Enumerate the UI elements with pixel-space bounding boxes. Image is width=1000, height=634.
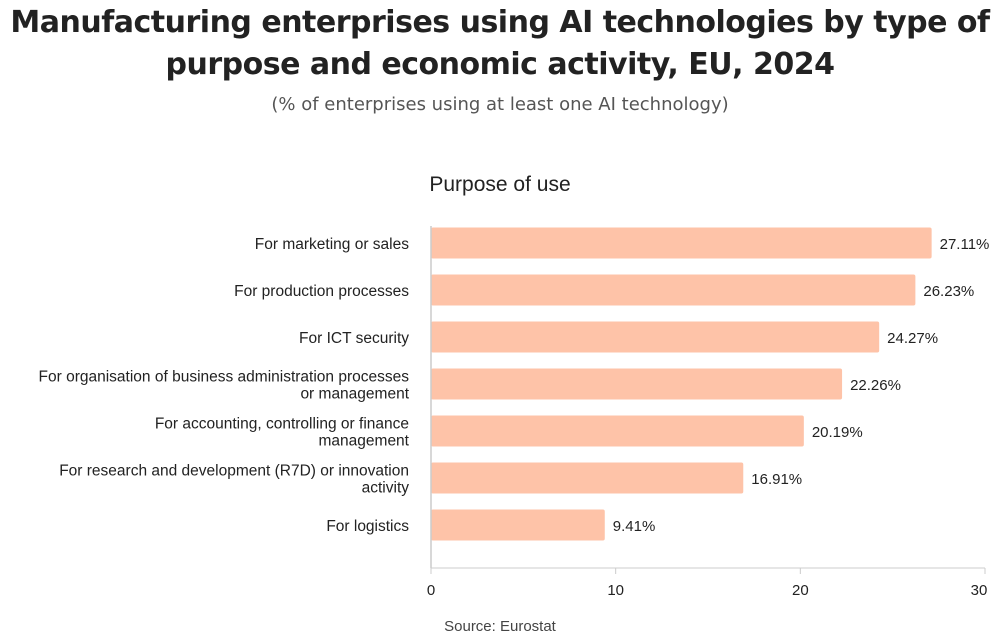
data-label: 16.91%	[751, 471, 802, 488]
category-label: For production processes	[234, 283, 409, 300]
chart-inner-title: Purpose of use	[429, 173, 570, 196]
bar	[431, 509, 605, 541]
bar	[431, 274, 916, 306]
data-label: 22.26%	[850, 377, 901, 394]
category-label: or management	[300, 386, 409, 403]
chart-title: Manufacturing enterprises using AI techn…	[10, 5, 990, 82]
chart-subtitle: (% of enterprises using at least one AI …	[271, 94, 729, 115]
x-tick-label: 20	[792, 582, 809, 599]
bar	[431, 227, 932, 259]
category-label: For marketing or sales	[255, 236, 409, 253]
bar	[431, 415, 804, 447]
bar	[431, 368, 843, 400]
x-tick-label: 0	[427, 582, 435, 599]
category-label: For accounting, controlling or finance	[155, 416, 409, 433]
data-label: 24.27%	[887, 330, 938, 347]
bar	[431, 321, 880, 353]
category-label: management	[319, 433, 410, 450]
category-label: For ICT security	[299, 330, 409, 347]
data-label: 27.11%	[940, 236, 990, 253]
x-tick-label: 30	[971, 582, 988, 599]
category-label: For organisation of business administrat…	[39, 369, 410, 386]
category-label: activity	[362, 480, 410, 497]
category-label: For research and development (R7D) or in…	[59, 463, 409, 480]
data-label: 9.41%	[613, 518, 656, 535]
x-tick-label: 10	[607, 582, 624, 599]
data-label: 26.23%	[923, 283, 974, 300]
source-note: Source: Eurostat	[444, 618, 557, 634]
data-label: 20.19%	[812, 424, 863, 441]
bar	[431, 462, 744, 494]
category-label: For logistics	[326, 518, 409, 535]
